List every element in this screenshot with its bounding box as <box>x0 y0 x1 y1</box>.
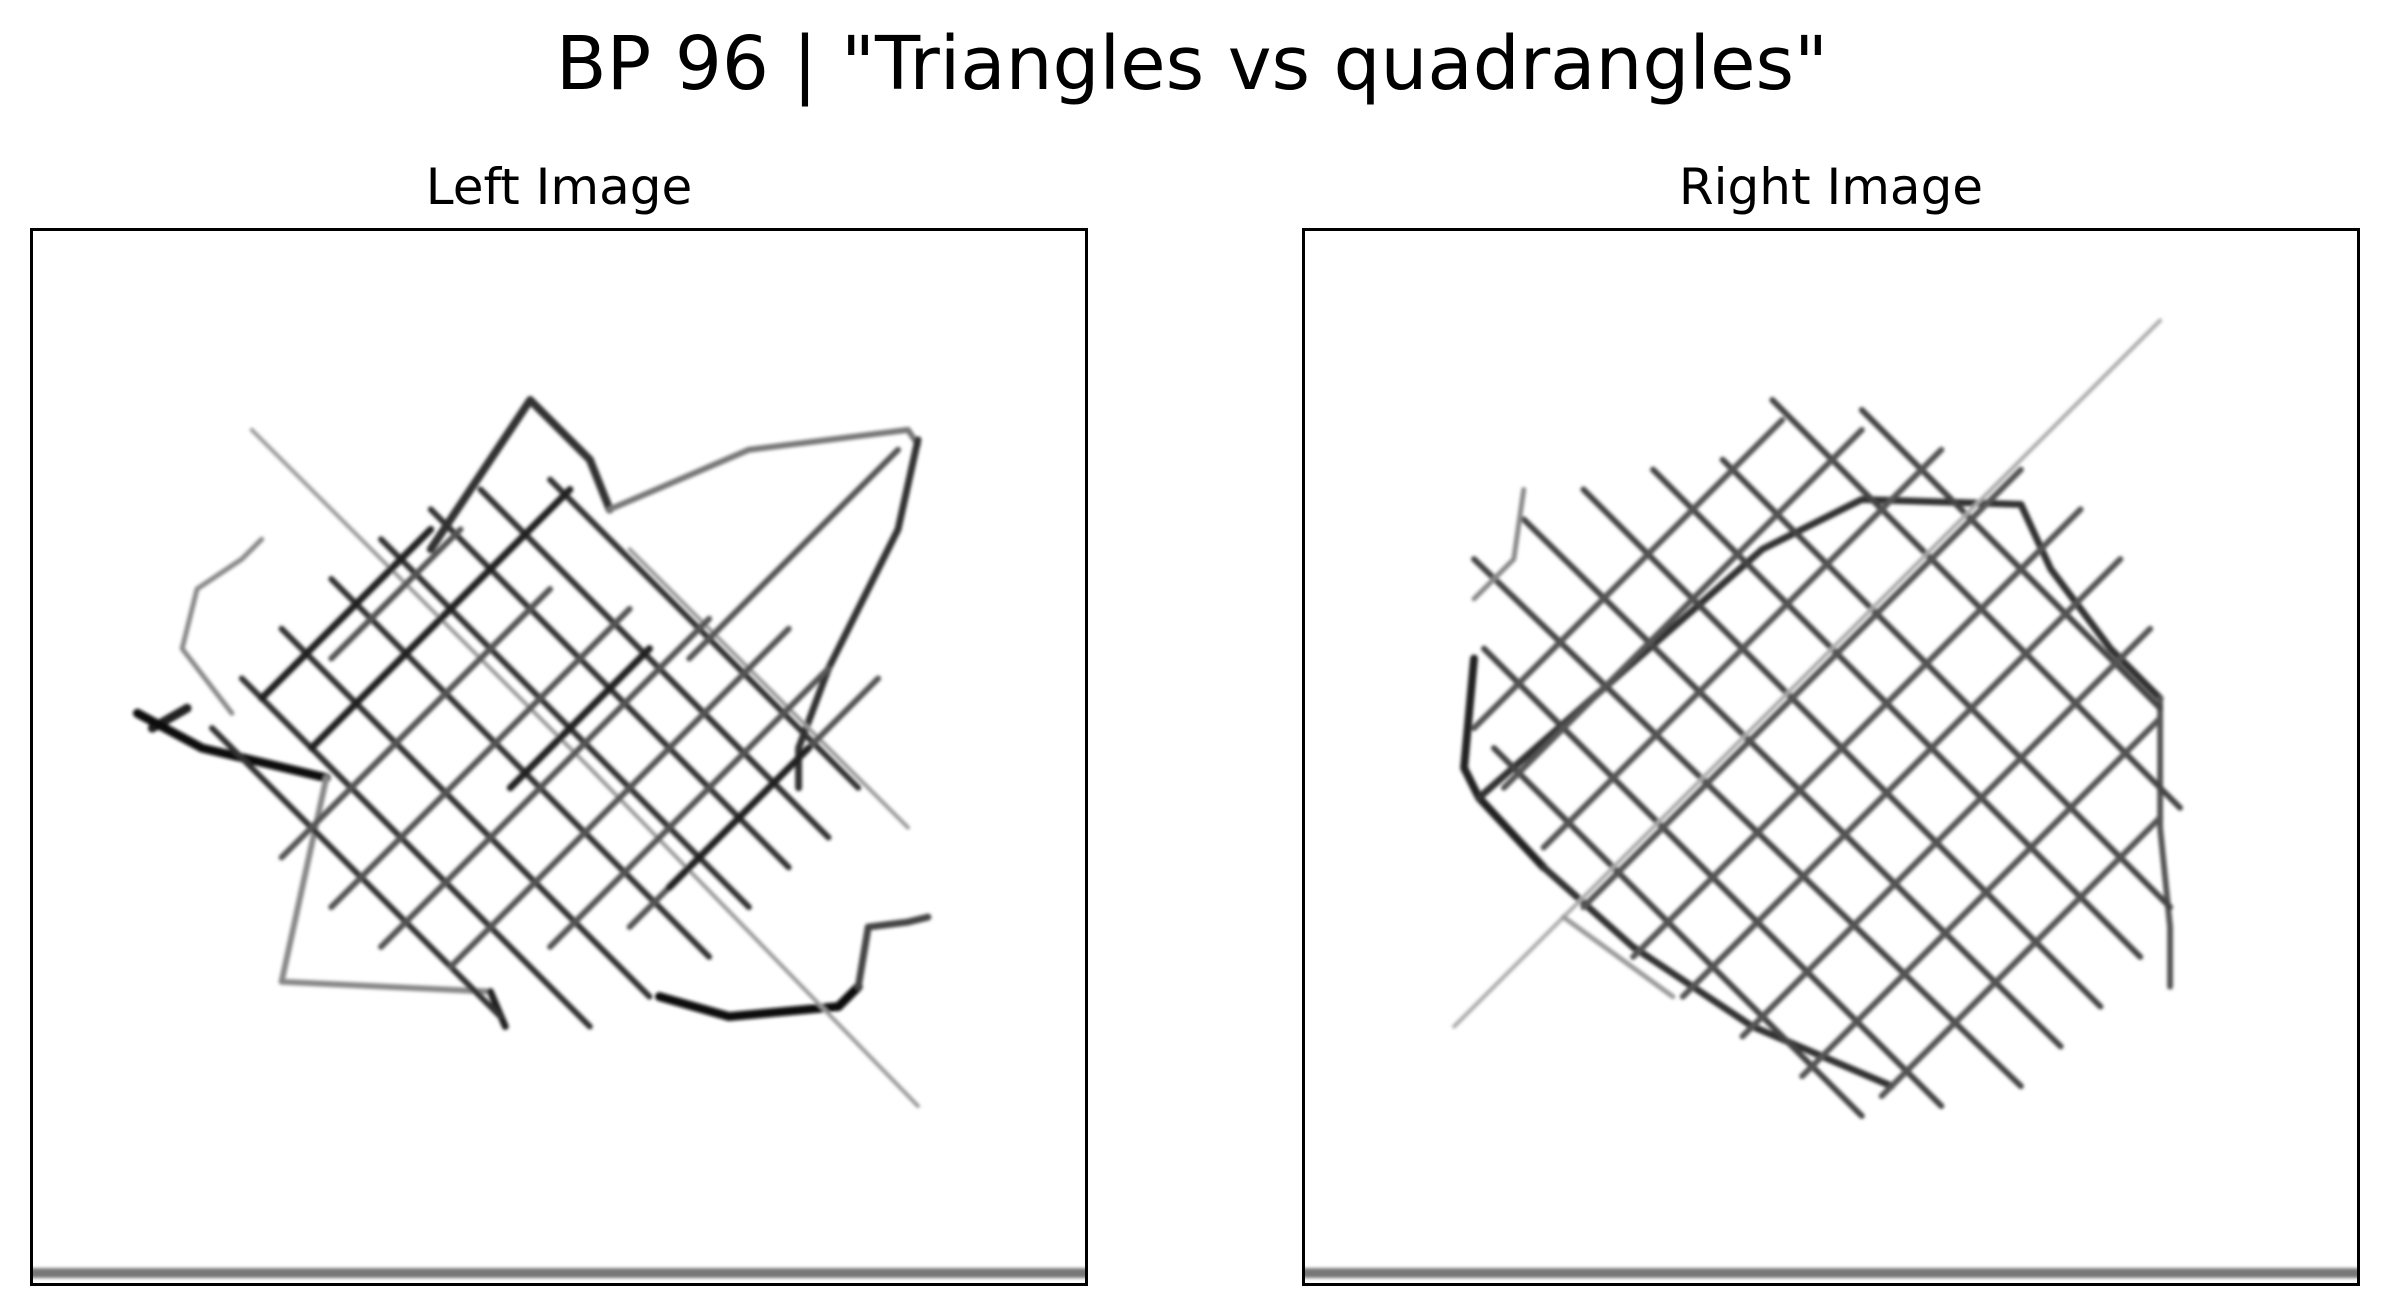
right-faint-diagonal <box>1452 318 2163 1029</box>
right-outline <box>1540 863 1896 1090</box>
right-grid-line <box>1769 397 2183 811</box>
left-dark-rib <box>307 486 574 752</box>
left-panel-title: Left Image <box>425 158 693 216</box>
right-grid-line <box>1679 556 2124 1000</box>
left-cross-line <box>686 446 902 662</box>
left-hatch-line <box>278 625 653 1000</box>
right-grid-line <box>1878 814 2164 1100</box>
right-grid-line <box>1540 446 1945 851</box>
left-dark-stroke <box>486 988 509 1030</box>
left-cross-line <box>378 615 713 950</box>
left-hatch-line-light <box>587 765 920 1108</box>
right-faint-edge <box>1471 487 1527 602</box>
left-triangle-edge <box>179 536 265 716</box>
right-grid-line <box>1490 745 1865 1119</box>
right-grid-line <box>1471 416 1786 732</box>
left-dark-rib <box>506 645 653 792</box>
right-grid-line <box>1630 506 2084 960</box>
right-grid-line <box>1471 556 2024 1090</box>
left-dark-rib <box>665 744 813 891</box>
right-outline <box>1475 495 2164 802</box>
left-cross-line <box>447 625 792 970</box>
left-dark-rib <box>258 525 435 702</box>
right-outline <box>1460 654 1548 872</box>
right-grid-line <box>1858 406 2164 712</box>
left-hatch-line <box>547 476 862 791</box>
right-faint-edge <box>1561 914 1676 1000</box>
left-hatch-line <box>477 486 832 841</box>
right-grid-line <box>1739 625 2154 1040</box>
left-image-panel <box>30 228 1088 1286</box>
left-dark-outline <box>854 913 932 991</box>
right-image-panel <box>1302 228 2360 1286</box>
left-cross-line <box>328 526 464 662</box>
left-hatch-line-light <box>249 427 592 770</box>
left-hatch-line-light <box>627 547 910 830</box>
left-cross-line <box>547 665 832 950</box>
left-dark-stroke <box>132 708 331 783</box>
right-grid-line <box>1580 466 2024 911</box>
left-cross-line <box>328 605 633 911</box>
left-dark-outline <box>654 982 863 1021</box>
left-hatch-line <box>328 576 713 960</box>
right-grid-line <box>1799 715 2164 1080</box>
left-triangle-edge <box>278 774 494 995</box>
left-line-drawing <box>33 396 1085 1279</box>
right-grid-line <box>1500 426 1865 791</box>
left-cross-line <box>278 585 554 861</box>
right-grid-line <box>1650 466 2144 960</box>
left-dark-outline <box>426 396 614 554</box>
right-outline <box>2157 695 2174 990</box>
right-grid-line <box>1520 516 2064 1050</box>
left-hatch-line <box>238 675 593 1030</box>
right-panel-title: Right Image <box>1678 158 1984 216</box>
left-dark-outline <box>606 426 921 513</box>
left-hatch-line <box>378 536 752 911</box>
right-line-drawing <box>1305 318 2357 1279</box>
figure-title: BP 96 | "Triangles vs quadrangles" <box>555 21 1829 107</box>
right-grid-line <box>1719 456 2174 911</box>
